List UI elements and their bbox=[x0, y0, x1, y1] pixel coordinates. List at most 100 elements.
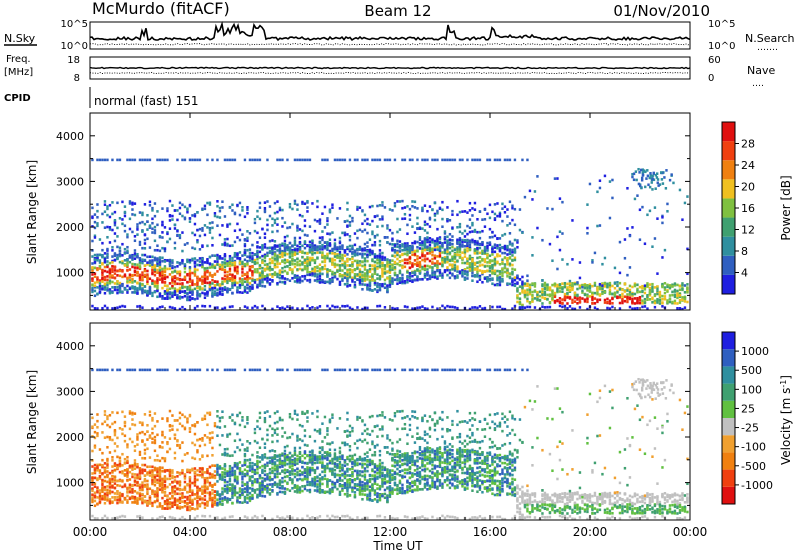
power-cell bbox=[361, 274, 364, 277]
power-cell bbox=[273, 201, 277, 205]
power-cell bbox=[303, 261, 307, 265]
power-cell bbox=[666, 301, 669, 304]
power-cell bbox=[341, 279, 344, 282]
power-cell bbox=[393, 251, 397, 254]
power-cell bbox=[251, 251, 254, 255]
power-cell bbox=[416, 263, 419, 267]
power-cell bbox=[491, 245, 494, 249]
power-cell bbox=[246, 273, 249, 276]
power-cell bbox=[643, 284, 647, 288]
power-cell bbox=[296, 203, 299, 207]
power-cell bbox=[423, 272, 427, 276]
power-cell bbox=[241, 262, 244, 265]
power-cell bbox=[183, 291, 187, 295]
power-cell bbox=[263, 275, 267, 278]
power-cell bbox=[493, 217, 497, 220]
power-cell bbox=[371, 273, 374, 276]
velocity-cell bbox=[103, 410, 107, 413]
power-cell bbox=[233, 158, 237, 162]
power-cell bbox=[331, 257, 334, 261]
power-cell bbox=[376, 214, 379, 218]
power-cell bbox=[103, 260, 107, 264]
velocity-cell bbox=[123, 469, 127, 472]
power-cell bbox=[128, 287, 132, 291]
power-cell bbox=[498, 158, 502, 162]
power-cell bbox=[153, 231, 157, 235]
power-cell bbox=[173, 227, 177, 230]
power-cell bbox=[131, 256, 134, 260]
power-cell bbox=[261, 266, 264, 270]
power-cell bbox=[571, 307, 574, 311]
power-cell bbox=[318, 305, 322, 308]
power-cell bbox=[491, 253, 494, 256]
power-cell bbox=[446, 235, 449, 239]
power-cell bbox=[118, 260, 122, 264]
power-cell bbox=[416, 216, 419, 220]
power-cell bbox=[183, 205, 187, 209]
power-cell bbox=[583, 283, 587, 287]
power-cell bbox=[566, 302, 569, 305]
power-cell bbox=[388, 281, 392, 284]
power-cell bbox=[188, 295, 192, 299]
power-cell bbox=[486, 158, 489, 162]
power-cell bbox=[108, 225, 112, 229]
power-cell bbox=[393, 204, 397, 208]
power-cell bbox=[373, 255, 377, 258]
power-cell bbox=[98, 253, 102, 257]
power-cell bbox=[303, 251, 307, 255]
power-cell bbox=[473, 158, 477, 162]
power-cell bbox=[536, 175, 539, 178]
power-cell bbox=[291, 250, 294, 254]
power-cell bbox=[211, 254, 214, 257]
power-cell bbox=[116, 253, 119, 257]
power-cell bbox=[196, 268, 199, 272]
power-cell bbox=[393, 278, 397, 282]
power-cell bbox=[651, 174, 654, 178]
power-cell bbox=[463, 252, 467, 255]
power-cell bbox=[336, 246, 339, 249]
power-cell bbox=[513, 276, 517, 279]
power-cell bbox=[403, 158, 407, 162]
power-cell bbox=[156, 210, 159, 213]
power-cell bbox=[308, 258, 312, 262]
power-cell bbox=[526, 291, 529, 294]
power-cell bbox=[253, 260, 257, 264]
power-cell bbox=[236, 255, 239, 258]
power-cell bbox=[558, 297, 562, 300]
power-cell bbox=[308, 278, 312, 282]
power-cell bbox=[343, 272, 347, 275]
power-cell bbox=[163, 290, 167, 293]
power-cell bbox=[461, 232, 464, 235]
velocity-cell bbox=[118, 470, 122, 474]
power-cell bbox=[626, 296, 629, 299]
power-cell bbox=[158, 158, 162, 162]
power-cell bbox=[393, 271, 397, 275]
power-cell bbox=[421, 277, 424, 281]
power-cell bbox=[126, 265, 129, 268]
power-cell bbox=[176, 209, 179, 212]
power-cell bbox=[171, 214, 174, 218]
power-cell bbox=[528, 189, 532, 193]
power-cell bbox=[656, 285, 659, 288]
power-cell bbox=[421, 206, 424, 210]
power-cell bbox=[686, 300, 689, 304]
power-cell bbox=[236, 257, 239, 260]
power-cell bbox=[413, 249, 417, 253]
power-cell bbox=[416, 222, 419, 226]
power-cell bbox=[601, 292, 604, 296]
power-cell bbox=[271, 279, 274, 282]
power-cell bbox=[446, 206, 449, 209]
power-cell bbox=[263, 206, 267, 210]
power-cell bbox=[131, 158, 134, 162]
power-cell bbox=[448, 268, 452, 272]
power-cell bbox=[306, 267, 309, 271]
power-cell bbox=[256, 158, 259, 162]
power-cell bbox=[316, 248, 319, 251]
power-cell bbox=[551, 294, 554, 297]
power-cell bbox=[373, 158, 377, 162]
velocity-cell bbox=[106, 497, 109, 500]
power-cell bbox=[466, 270, 469, 274]
power-cell bbox=[376, 289, 379, 292]
power-cell bbox=[323, 254, 327, 258]
power-cell bbox=[228, 222, 232, 226]
